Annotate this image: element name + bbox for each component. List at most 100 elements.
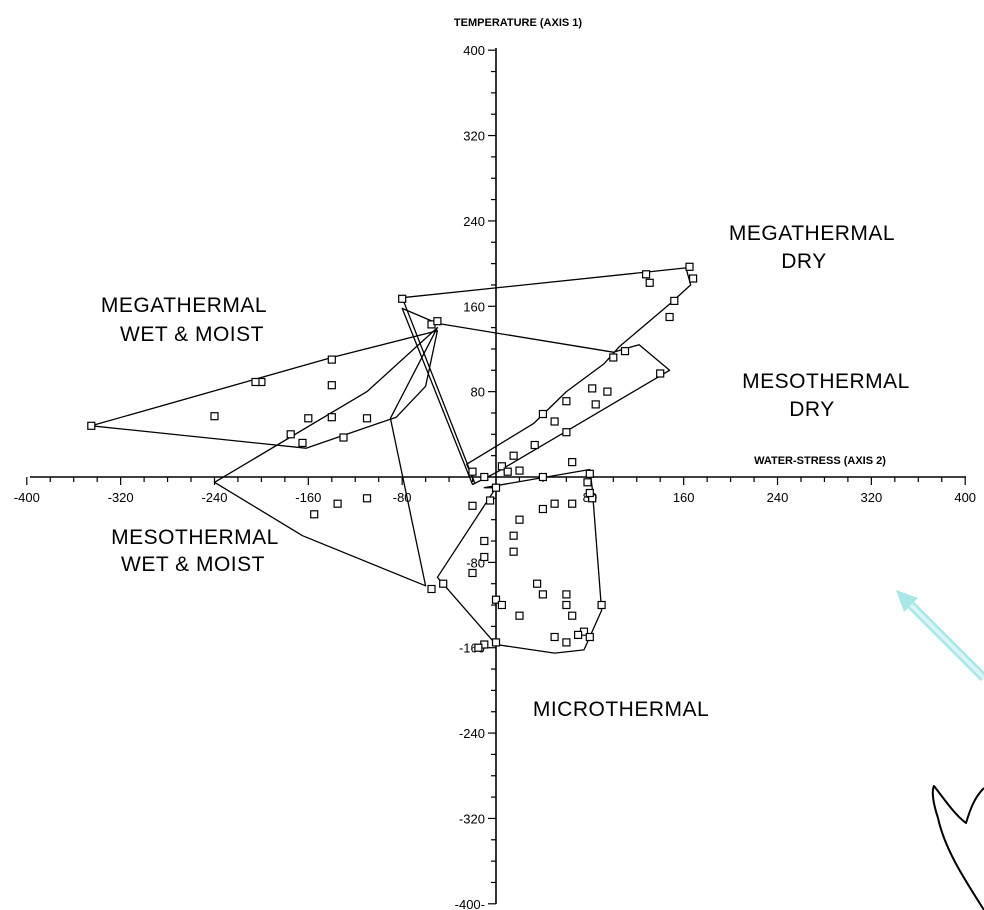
axes: -400-320-240-160-8080160240320400-400--3… — [14, 43, 976, 910]
x-tick-label: -240 — [201, 490, 227, 505]
y-tick-label: 320 — [463, 129, 485, 144]
data-point — [362, 494, 372, 503]
data-point — [468, 568, 477, 578]
data-point — [562, 600, 571, 610]
data-point — [286, 430, 295, 439]
data-point — [530, 440, 539, 450]
region-hull — [401, 267, 692, 485]
x-tick-label: 240 — [767, 490, 789, 505]
data-point — [509, 531, 518, 540]
data-point — [468, 501, 477, 510]
data-point — [327, 355, 336, 364]
data-point — [588, 384, 597, 393]
region-label-microthermal: MICROTHERMAL — [533, 698, 709, 721]
data-point — [538, 409, 548, 419]
data-point — [333, 499, 342, 508]
data-point — [480, 552, 489, 562]
data-point — [562, 428, 571, 437]
labels: TEMPERATURE (AXIS 1) WATER-STRESS (AXIS … — [101, 17, 910, 721]
region-hull — [436, 468, 603, 654]
y-tick-label: -320 — [459, 811, 485, 826]
data-point — [603, 387, 612, 396]
data-point — [310, 510, 319, 519]
data-point — [491, 638, 501, 647]
data-point — [562, 397, 571, 406]
data-point — [597, 600, 606, 610]
y-tick-label: -400- — [455, 897, 485, 910]
x-tick-label: 160 — [673, 490, 695, 505]
data-point — [491, 483, 501, 492]
data-point — [568, 458, 577, 467]
data-point — [515, 466, 524, 475]
region-label-mesothermal-dry-line1: MESOTHERMAL — [742, 370, 910, 393]
y-tick-label: 160 — [463, 299, 485, 314]
y-tick-label: 240 — [463, 214, 485, 229]
data-point — [439, 579, 448, 588]
region-label-megathermal-wet-line2: WET & MOIST — [120, 323, 264, 346]
data-point — [591, 400, 600, 409]
arrow-icon — [896, 590, 984, 682]
region-label-mesothermal-dry-line2: DRY — [789, 398, 834, 421]
data-point — [609, 353, 618, 362]
data-point — [480, 536, 489, 546]
data-point — [568, 499, 577, 508]
data-point — [486, 496, 495, 505]
region-label-mesothermal-wet-line2: WET & MOIST — [121, 553, 265, 576]
data-point — [573, 630, 583, 640]
y-tick-label: 80 — [471, 385, 485, 400]
data-point — [538, 504, 548, 514]
y-tick-label: -240 — [459, 726, 485, 741]
data-point — [550, 499, 559, 508]
data-point — [503, 467, 512, 476]
data-point — [550, 417, 559, 426]
data-point — [497, 600, 506, 610]
x-tick-label: -160 — [295, 490, 321, 505]
x-tick-label: -320 — [108, 490, 134, 505]
region-label-mesothermal-wet-line1: MESOTHERMAL — [111, 526, 279, 549]
x-tick-label: 400 — [954, 490, 976, 505]
data-point — [515, 611, 524, 620]
leaf-doodle-icon — [931, 785, 984, 910]
data-point — [685, 262, 694, 271]
data-point — [304, 414, 313, 423]
data-point — [585, 488, 594, 498]
data-point — [480, 472, 489, 482]
data-point — [568, 611, 577, 620]
data-point — [210, 412, 219, 421]
data-point — [656, 369, 665, 378]
data-point — [670, 296, 679, 305]
region-hull — [90, 330, 439, 449]
data-point — [515, 515, 524, 524]
region-hull — [213, 326, 439, 587]
y-axis-title: TEMPERATURE (AXIS 1) — [454, 17, 582, 29]
y-tick-label: 400 — [463, 43, 485, 58]
region-label-megathermal-dry-line2: DRY — [781, 250, 826, 273]
data-point — [427, 584, 436, 594]
data-point — [532, 579, 542, 588]
data-point — [645, 278, 654, 287]
data-point — [509, 451, 518, 460]
data-point — [562, 638, 571, 647]
data-point — [562, 590, 571, 599]
data-point — [491, 595, 501, 604]
data-point — [433, 317, 442, 326]
region-label-megathermal-wet-line1: MEGATHERMAL — [101, 294, 267, 317]
data-point — [583, 478, 592, 487]
data-point — [87, 421, 96, 430]
data-point — [550, 632, 559, 642]
data-point — [327, 413, 336, 422]
data-point — [620, 347, 630, 356]
data-point — [585, 469, 594, 478]
data-point — [497, 462, 506, 471]
x-tick-label: 320 — [861, 490, 883, 505]
data-point — [585, 632, 594, 642]
data-point — [641, 270, 651, 279]
data-point — [474, 643, 483, 652]
data-point — [298, 438, 307, 447]
region-hull — [401, 307, 671, 486]
data-point — [688, 274, 698, 283]
data-point — [468, 467, 477, 476]
x-tick-label: -400 — [14, 490, 40, 505]
region-label-megathermal-dry-line1: MEGATHERMAL — [729, 222, 895, 245]
